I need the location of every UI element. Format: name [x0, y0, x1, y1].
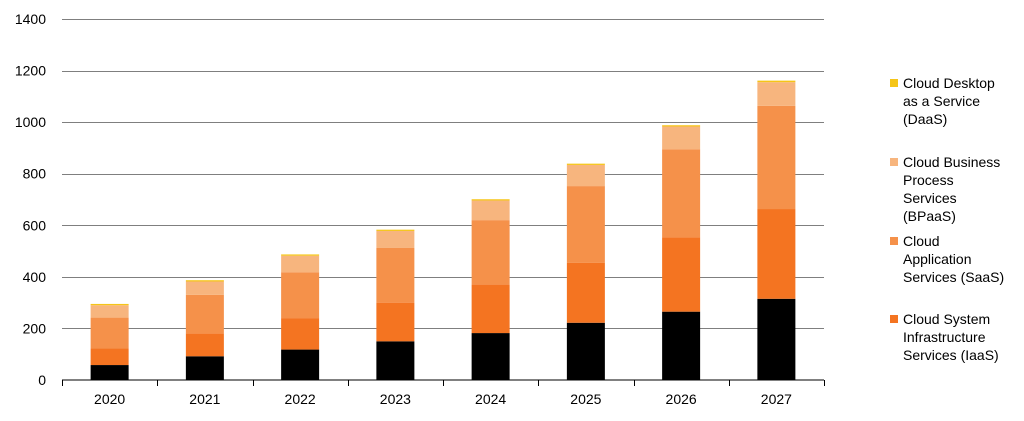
bar-segment-4-2020 — [90, 303, 129, 306]
bar-segment-0-2020 — [90, 365, 129, 380]
x-axis-ticks: 2020 2021 2022 2023 2024 2025 2026 2027 — [62, 380, 825, 407]
legend-swatch-bpaas — [890, 158, 898, 166]
bar-segment-3-2020 — [90, 305, 129, 318]
bar-segment-2-2026 — [662, 149, 701, 238]
bar-segment-1-2024 — [471, 284, 510, 334]
bar-segment-4-2025 — [566, 163, 605, 165]
bar-segment-4-2023 — [376, 229, 415, 231]
bar-segment-3-2021 — [185, 281, 224, 295]
gridlines — [62, 19, 824, 329]
bar-segment-4-2022 — [281, 254, 320, 256]
x-tick-label: 2025 — [570, 391, 601, 407]
bars — [90, 80, 796, 380]
bar-segment-2-2023 — [376, 247, 415, 303]
x-tick-label: 2021 — [189, 391, 220, 407]
bar-segment-2-2025 — [566, 186, 605, 263]
x-tick-label: 2026 — [666, 391, 697, 407]
legend-label-daas: Cloud Desktop as a Service (DaaS) — [903, 74, 1020, 128]
bar-segment-2-2020 — [90, 317, 129, 349]
x-tick-label: 2024 — [475, 391, 506, 407]
legend-line: Cloud Business — [903, 154, 1001, 170]
bar-segment-2-2027 — [757, 105, 796, 210]
x-tick-label: 2020 — [94, 391, 125, 407]
y-tick-label: 200 — [23, 320, 47, 336]
y-tick-label: 1200 — [15, 63, 46, 79]
bar-segment-4-2026 — [662, 125, 701, 127]
legend-item-bpaas: Cloud Business Process Services (BPaaS) — [888, 153, 1020, 225]
y-tick-label: 1000 — [15, 114, 46, 130]
bar-segment-3-2024 — [471, 200, 510, 221]
legend-line: Infrastructure — [903, 329, 986, 345]
legend-line: Cloud — [903, 233, 940, 249]
legend-line: Services — [903, 190, 957, 206]
bar-segment-1-2027 — [757, 209, 796, 299]
legend-line: Services (SaaS) — [903, 269, 1005, 285]
bar-segment-0-2026 — [662, 311, 701, 380]
bar-segment-3-2027 — [757, 82, 796, 106]
legend-line: Process — [903, 172, 954, 188]
legend-swatch-iaas — [890, 315, 898, 323]
y-tick-label: 0 — [38, 372, 46, 388]
legend-item-saas: Cloud Application Services (SaaS) — [888, 232, 1020, 286]
bar-segment-1-2025 — [566, 262, 605, 323]
legend-line: (BPaaS) — [903, 208, 956, 224]
legend-item-iaas: Cloud System Infrastructure Services (Ia… — [888, 310, 1020, 364]
y-tick-label: 600 — [23, 217, 47, 233]
bar-segment-0-2024 — [471, 333, 510, 380]
legend-label-iaas: Cloud System Infrastructure Services (Ia… — [903, 310, 1020, 364]
legend-item-daas: Cloud Desktop as a Service (DaaS) — [888, 74, 1020, 128]
legend-line: Application — [903, 251, 972, 267]
legend-label-bpaas: Cloud Business Process Services (BPaaS) — [903, 153, 1020, 225]
bar-segment-0-2021 — [185, 356, 224, 380]
bar-segment-0-2023 — [376, 341, 415, 380]
legend-label-saas: Cloud Application Services (SaaS) — [903, 232, 1020, 286]
bar-segment-1-2022 — [281, 318, 320, 350]
y-axis-ticks: 0 200 400 600 800 1000 1200 1400 — [15, 11, 46, 388]
legend-line: Cloud System — [903, 311, 991, 327]
y-tick-label: 400 — [23, 269, 47, 285]
bar-segment-4-2021 — [185, 280, 224, 282]
legend-line: Services (IaaS) — [903, 347, 999, 363]
legend-swatch-saas — [890, 237, 898, 245]
bar-segment-4-2027 — [757, 80, 796, 83]
bar-segment-0-2022 — [281, 349, 320, 380]
x-tick-label: 2022 — [285, 391, 316, 407]
bar-segment-4-2024 — [471, 199, 510, 201]
bar-segment-3-2022 — [281, 255, 320, 273]
x-tick-label: 2027 — [761, 391, 792, 407]
bar-segment-3-2025 — [566, 164, 605, 187]
bar-segment-2-2022 — [281, 272, 320, 319]
legend-line: as a Service — [903, 93, 981, 109]
bar-segment-2-2021 — [185, 294, 224, 334]
bar-segment-1-2026 — [662, 237, 701, 312]
legend-line: Cloud Desktop — [903, 75, 995, 91]
bar-segment-3-2026 — [662, 126, 701, 150]
bar-segment-1-2021 — [185, 333, 224, 357]
bar-segment-1-2020 — [90, 348, 129, 366]
bar-segment-2-2024 — [471, 220, 510, 285]
bar-segment-1-2023 — [376, 302, 415, 342]
bar-segment-3-2023 — [376, 230, 415, 248]
y-tick-label: 800 — [23, 166, 47, 182]
y-tick-label: 1400 — [15, 11, 46, 27]
legend-swatch-daas — [890, 79, 898, 87]
legend-line: (DaaS) — [903, 111, 948, 127]
bar-segment-0-2025 — [566, 322, 605, 380]
bar-segment-0-2027 — [757, 298, 796, 380]
x-tick-label: 2023 — [380, 391, 411, 407]
